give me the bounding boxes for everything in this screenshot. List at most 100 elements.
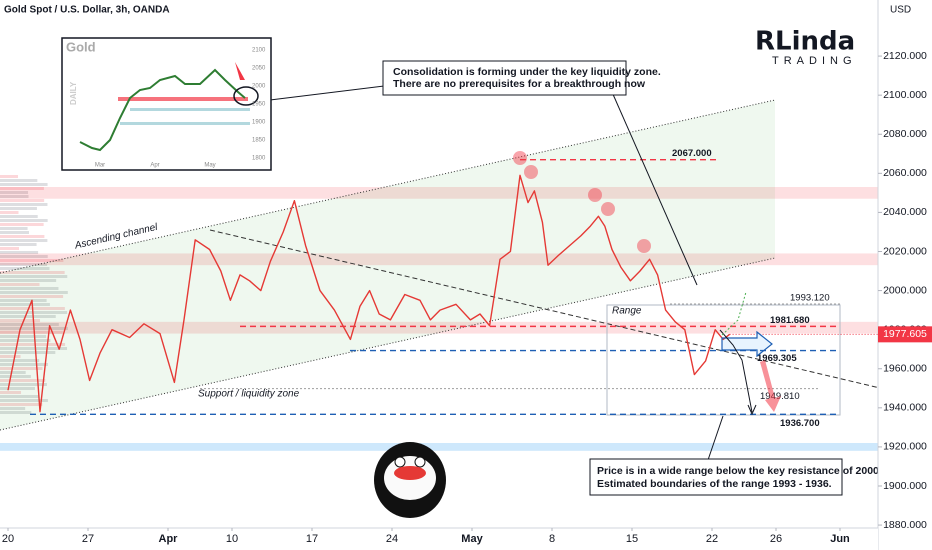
zone	[0, 187, 878, 199]
volume-profile-bar	[0, 219, 48, 222]
note-box	[589, 458, 843, 496]
volume-profile-bar	[0, 199, 45, 202]
y-tick-label: 1960.000	[883, 363, 927, 375]
inset-x-label: Mar	[95, 163, 105, 169]
zone	[0, 253, 878, 266]
inset-x-label: Apr	[150, 163, 159, 169]
volume-profile-bar	[0, 319, 41, 322]
range-label: Range	[612, 306, 642, 317]
volume-profile-bar	[0, 363, 48, 366]
layer	[0, 175, 878, 451]
volume-profile-bar	[0, 191, 29, 194]
volume-profile-bar	[0, 359, 40, 362]
chart-title: Gold Spot / U.S. Dollar, 3h, OANDA	[4, 5, 170, 16]
volume-profile-bar	[0, 339, 51, 342]
scenario-arrow	[721, 330, 773, 358]
volume-profile-bar	[0, 291, 68, 294]
inset-y-label: 1800	[252, 156, 266, 162]
x-tick-label: 20	[2, 533, 14, 545]
volume-profile-bar	[0, 183, 48, 186]
volume-profile-bar	[0, 323, 59, 326]
peak-marker	[524, 165, 538, 179]
y-tick-label: 2100.000	[883, 89, 927, 101]
y-tick-label: 1940.000	[883, 402, 927, 414]
mascot-eye	[414, 456, 426, 468]
note-text: Estimated boundaries of the range 1993 -…	[597, 478, 832, 490]
scenario-path	[721, 291, 747, 336]
level-label: 1936.700	[780, 418, 820, 429]
volume-profile-bar	[0, 247, 20, 250]
volume-profile-bar	[0, 207, 37, 210]
y-tick-label: 2040.000	[883, 206, 927, 218]
peak-marker	[601, 202, 615, 216]
mascot-beak	[394, 466, 426, 480]
x-tick-label: 17	[306, 533, 318, 545]
level-label: 2067.000	[672, 148, 712, 159]
level-label: 1969.305	[757, 353, 797, 364]
volume-profile-bar	[0, 179, 38, 182]
volume-profile-bar	[0, 399, 48, 402]
volume-profile-bar	[0, 271, 65, 274]
volume-profile-bar	[0, 175, 18, 178]
x-tick-label: 10	[226, 533, 238, 545]
volume-profile-bar	[0, 287, 59, 290]
volume-profile-bar	[0, 367, 43, 370]
volume-profile-bar	[0, 331, 63, 334]
volume-profile-bar	[0, 379, 46, 382]
note-text: There are no prerequisites for a breakth…	[393, 78, 646, 90]
volume-profile-bar	[0, 231, 29, 234]
volume-profile-bar	[0, 279, 57, 282]
volume-profile-bar	[0, 295, 64, 298]
peak-marker	[637, 239, 651, 253]
volume-profile-bar	[0, 347, 68, 350]
volume-profile-bar	[0, 343, 66, 346]
inset-y-label: 2100	[252, 48, 266, 54]
volume-profile-bar	[0, 299, 47, 302]
note-text: Consolidation is forming under the key l…	[393, 66, 661, 78]
volume-profile-bar	[0, 387, 35, 390]
inset-price	[79, 68, 246, 152]
volume-profile-bar	[0, 403, 43, 406]
peak-marker	[513, 151, 527, 165]
volume-profile-bar	[0, 283, 40, 286]
volume-profile-bar	[0, 195, 29, 198]
volume-profile-bar	[0, 223, 44, 226]
inset: Gold DAILY 2100 2050 2000 1950 1900 1850 1800 M…	[61, 37, 272, 171]
x-tick-label: 22	[706, 533, 718, 545]
scenario-arrow	[760, 360, 781, 412]
x-tick-label: May	[461, 533, 483, 545]
volume-profile-bar	[0, 227, 28, 230]
volume-profile-bar	[0, 215, 38, 218]
volume-profile-bar	[0, 243, 37, 246]
volume-profile-bar	[0, 239, 48, 242]
volume-profile-bar	[0, 395, 40, 398]
x-tick-label: Apr	[159, 533, 179, 545]
volume-profile-bar	[0, 335, 47, 338]
volume-profile-bar	[0, 355, 21, 358]
inset-zone	[118, 97, 248, 101]
inset-zone	[130, 108, 250, 111]
volume-profile-bar	[0, 203, 48, 206]
note-box	[382, 60, 627, 96]
y-tick-label: 2120.000	[883, 50, 927, 62]
inset-x-label: May	[204, 163, 215, 169]
inset-y-label: 2050	[252, 66, 266, 72]
note-text: Price is in a wide range below the key r…	[597, 465, 882, 477]
peak-markers	[513, 151, 651, 253]
last-price-tag	[878, 326, 932, 343]
volume-profile-bar	[0, 303, 50, 306]
inset-arrow	[235, 62, 245, 80]
inset-y-label: 1900	[252, 120, 266, 126]
y-tick-label: 2060.000	[883, 167, 927, 179]
volume-profile-bar	[0, 407, 26, 410]
inset-zone	[120, 122, 250, 125]
logo-name: RLinda	[755, 27, 855, 57]
volume-profile-bar	[0, 371, 26, 374]
inset-axis: 2100 2050 2000 1950 1900 1850 1800 Mar Apr May	[95, 48, 266, 169]
peak-marker	[588, 188, 602, 202]
x-tick-label: 24	[386, 533, 398, 545]
volume-profile-bar	[0, 383, 47, 386]
zone	[0, 442, 878, 451]
callout-line	[611, 91, 698, 286]
